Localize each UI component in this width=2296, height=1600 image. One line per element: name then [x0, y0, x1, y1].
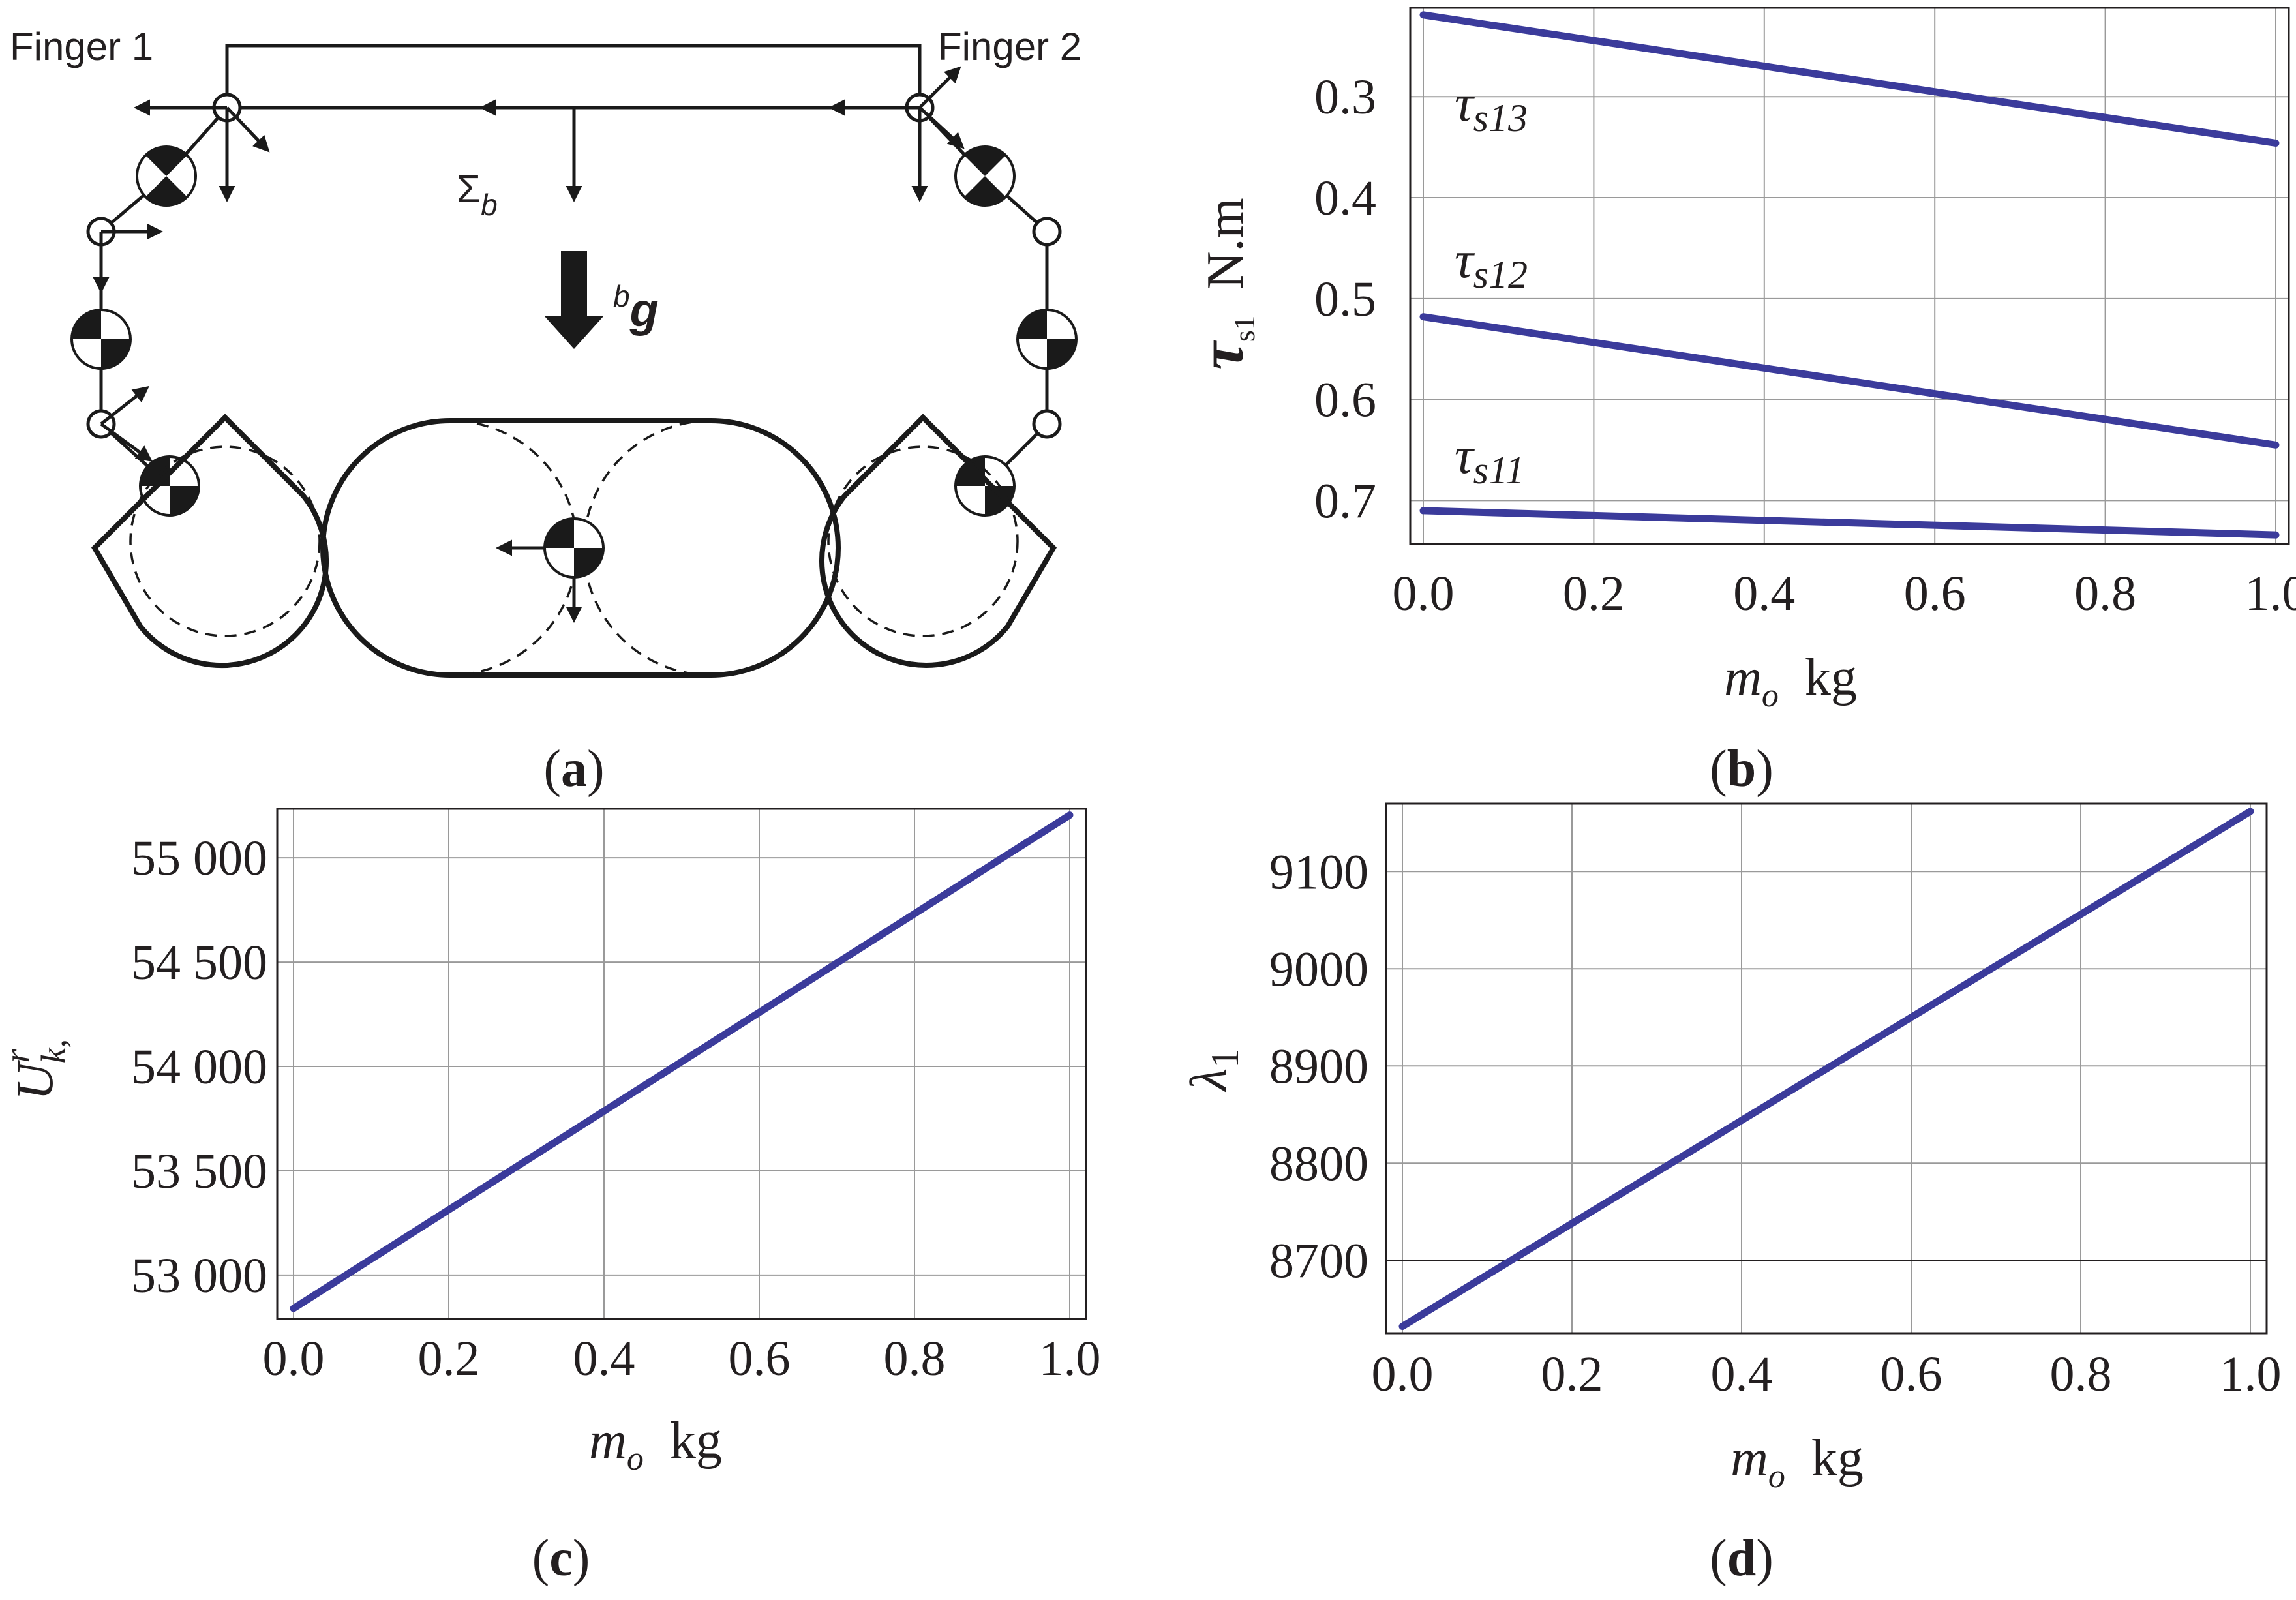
x-ticks: 0.0 0.2 0.4 0.6 0.8 1.0 [263, 1331, 1101, 1386]
chart-grid [1410, 8, 2289, 544]
series-line-τs12 [1419, 313, 2280, 449]
object-center-of-mass-icon [543, 517, 605, 579]
series-layer [1419, 11, 2280, 539]
energy-chart: 0.0 0.2 0.4 0.6 0.8 1.0 53 000 53 500 54 000 54 … [0, 808, 1101, 1587]
x-tick-label: 0.2 [1563, 566, 1625, 621]
x-tick-label: 1.0 [2220, 1347, 2282, 1402]
series-layer [290, 811, 1074, 1312]
x-tick-label: 0.4 [1733, 566, 1795, 621]
y-tick-label: 0.7 [1314, 474, 1376, 528]
x-tick-label: 1.0 [1039, 1331, 1101, 1386]
frame-arrow-icon [93, 66, 965, 462]
panel-label-c: (c) [532, 1530, 590, 1587]
y-tick-label: 0.3 [1314, 70, 1376, 125]
y-tick-label: 0.4 [1314, 171, 1376, 226]
y-tick-label: 8700 [1269, 1233, 1368, 1288]
y-axis-label: λ1 [1181, 1049, 1246, 1093]
y-tick-label: 53 000 [131, 1248, 267, 1303]
y-tick-label: 54 500 [131, 935, 267, 990]
series-line-λ1 [1398, 808, 2254, 1331]
y-ticks: 0.3 0.4 0.5 0.6 0.7 [1314, 70, 1376, 528]
y-ticks: 8700 8800 8900 9000 9100 [1269, 845, 1368, 1288]
finger-1-label: Finger 1 [10, 25, 153, 68]
y-tick-label: 55 000 [131, 831, 267, 886]
series-layer [1398, 808, 2254, 1331]
x-axis-label: mo kg [1724, 649, 1857, 714]
x-tick-label: 0.0 [1393, 566, 1455, 621]
y-tick-label: 53 500 [131, 1144, 267, 1199]
series-label-tau-s11: τs11 [1455, 427, 1525, 492]
y-tick-label: 8900 [1269, 1039, 1368, 1094]
y-axis-label: Urk, [0, 1039, 73, 1100]
plot-frame [1385, 802, 2268, 1335]
series-line-τs13 [1419, 11, 2280, 147]
center-of-mass-icon [70, 145, 1078, 517]
chart-grid [277, 809, 1086, 1319]
fingertip-1-guide [129, 445, 321, 637]
y-tick-label: 8800 [1269, 1136, 1368, 1191]
plot-frame [276, 808, 1087, 1320]
series-line-τs11 [1419, 507, 2280, 539]
x-axis-label: mo kg [1730, 1430, 1864, 1495]
x-tick-label: 0.4 [573, 1331, 635, 1386]
x-tick-label: 0.6 [1881, 1347, 1942, 1402]
gravity-label: bg [613, 279, 659, 337]
y-tick-label: 54 000 [131, 1040, 267, 1094]
x-ticks: 0.0 0.2 0.4 0.6 0.8 1.0 [1372, 1347, 2282, 1402]
x-tick-label: 1.0 [2245, 566, 2296, 621]
panel-label-b: (b) [1710, 740, 1774, 798]
x-tick-label: 0.8 [2050, 1347, 2112, 1402]
eigenvalue-chart: 0.0 0.2 0.4 0.6 0.8 1.0 87008800890090009100 … [1181, 802, 2282, 1587]
x-tick-label: 0.0 [1372, 1347, 1434, 1402]
y-ticks: 53 000 53 500 54 000 54 500 55 000 [131, 831, 267, 1303]
panel-label-d: (d) [1710, 1530, 1774, 1587]
x-tick-label: 0.8 [884, 1331, 946, 1386]
grasp-diagram: Finger 1 Finger 2 Σb bg [10, 25, 1081, 798]
fingertip-2-guide [827, 445, 1019, 637]
x-tick-label: 0.2 [1541, 1347, 1603, 1402]
series-line-U [290, 811, 1074, 1312]
plot-frame [1409, 7, 2290, 545]
x-tick-label: 0.2 [418, 1331, 480, 1386]
gravity-arrow-icon [545, 251, 603, 349]
y-axis-label: τs1N.m [1186, 198, 1261, 370]
x-ticks: 0.0 0.2 0.4 0.6 0.8 1.0 [1393, 566, 2296, 621]
base-frame-icon [479, 99, 582, 202]
torque-chart: 0.0 0.2 0.4 0.6 0.8 1.0 0.3 0.4 0.5 0.6 0.7 τs1N.… [1186, 7, 2296, 798]
x-tick-label: 0.0 [263, 1331, 325, 1386]
x-tick-label: 0.4 [1711, 1347, 1773, 1402]
y-tick-label: 9100 [1269, 845, 1368, 899]
panel-label-a: (a) [543, 740, 604, 798]
x-axis-label: mo kg [589, 1412, 722, 1477]
y-tick-label: 0.6 [1314, 373, 1376, 428]
x-tick-label: 0.8 [2074, 566, 2136, 621]
y-tick-label: 0.5 [1314, 272, 1376, 327]
finger-2-label: Finger 2 [938, 25, 1081, 68]
y-tick-label: 9000 [1269, 942, 1368, 997]
sigma-b-label: Σb [457, 167, 498, 222]
x-tick-label: 0.6 [1904, 566, 1966, 621]
fingertip-2 [819, 414, 1057, 669]
series-label-tau-s12: τs12 [1455, 232, 1528, 296]
series-label-tau-s13: τs13 [1455, 75, 1528, 140]
x-tick-label: 0.6 [729, 1331, 791, 1386]
palm-bracket [225, 44, 922, 108]
